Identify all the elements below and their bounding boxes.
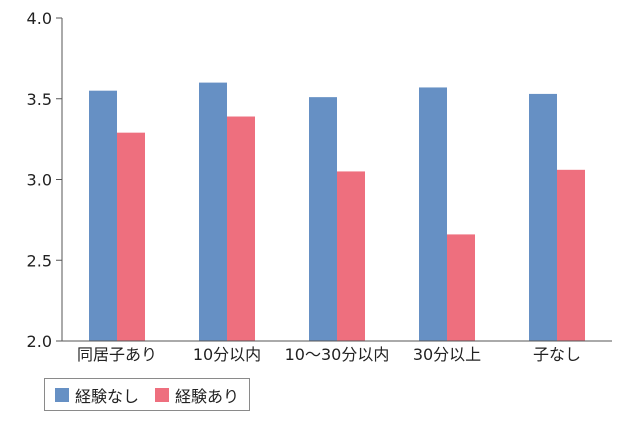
x-tick-label-2: 10分以内 bbox=[193, 345, 261, 364]
bar-series-1-category-2 bbox=[199, 82, 227, 341]
x-tick-label-3: 10～30分以内 bbox=[285, 345, 390, 364]
bar-series-2-category-2 bbox=[227, 116, 255, 341]
legend-label-series-1: 経験なし bbox=[75, 386, 140, 406]
bar-series-2-category-4 bbox=[447, 234, 475, 341]
bar-series-2-category-1 bbox=[117, 132, 145, 341]
legend-label-series-2: 経験あり bbox=[175, 386, 240, 406]
bar-series-1-category-4 bbox=[419, 87, 447, 341]
bar-series-2-category-3 bbox=[337, 171, 365, 341]
x-tick-label-5: 子なし bbox=[533, 345, 581, 364]
x-tick-label-4: 30分以上 bbox=[413, 345, 481, 364]
bar-series-2-category-5 bbox=[557, 169, 585, 341]
legend-swatch-series-2 bbox=[155, 387, 170, 402]
y-tick-label-5: 4.0 bbox=[27, 9, 52, 28]
legend-item-series-1: 経験なし bbox=[55, 383, 139, 407]
legend: 経験なし 経験あり bbox=[44, 378, 251, 411]
y-tick-label-3: 3.0 bbox=[27, 171, 52, 190]
x-tick-label-1: 同居子あり bbox=[77, 345, 157, 364]
bar-series-1-category-1 bbox=[89, 90, 117, 342]
legend-swatch-series-1 bbox=[55, 387, 69, 402]
y-tick-label-2: 2.5 bbox=[27, 251, 52, 270]
y-tick-label-4: 3.5 bbox=[27, 90, 52, 109]
bar-series-1-category-5 bbox=[529, 93, 557, 341]
y-tick-label-1: 2.0 bbox=[27, 332, 52, 351]
legend-item-series-2: 経験あり bbox=[155, 383, 239, 407]
bar-series-1-category-3 bbox=[309, 97, 337, 341]
